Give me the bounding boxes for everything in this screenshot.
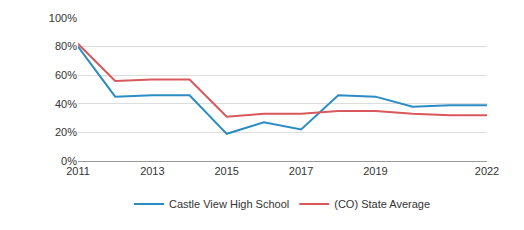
svg-text:20%: 20% xyxy=(55,126,77,138)
svg-text:40%: 40% xyxy=(55,98,77,110)
svg-text:2013: 2013 xyxy=(140,165,164,177)
svg-text:2022: 2022 xyxy=(475,165,499,177)
svg-text:2017: 2017 xyxy=(289,165,313,177)
svg-text:60%: 60% xyxy=(55,69,77,81)
svg-text:80%: 80% xyxy=(55,40,77,52)
svg-text:2011: 2011 xyxy=(66,165,90,177)
svg-text:Castle View High School: Castle View High School xyxy=(169,198,289,210)
svg-text:2019: 2019 xyxy=(363,165,387,177)
svg-text:(CO) State Average: (CO) State Average xyxy=(334,198,430,210)
svg-text:100%: 100% xyxy=(49,12,77,24)
svg-text:0%: 0% xyxy=(61,155,77,167)
svg-text:2015: 2015 xyxy=(214,165,238,177)
